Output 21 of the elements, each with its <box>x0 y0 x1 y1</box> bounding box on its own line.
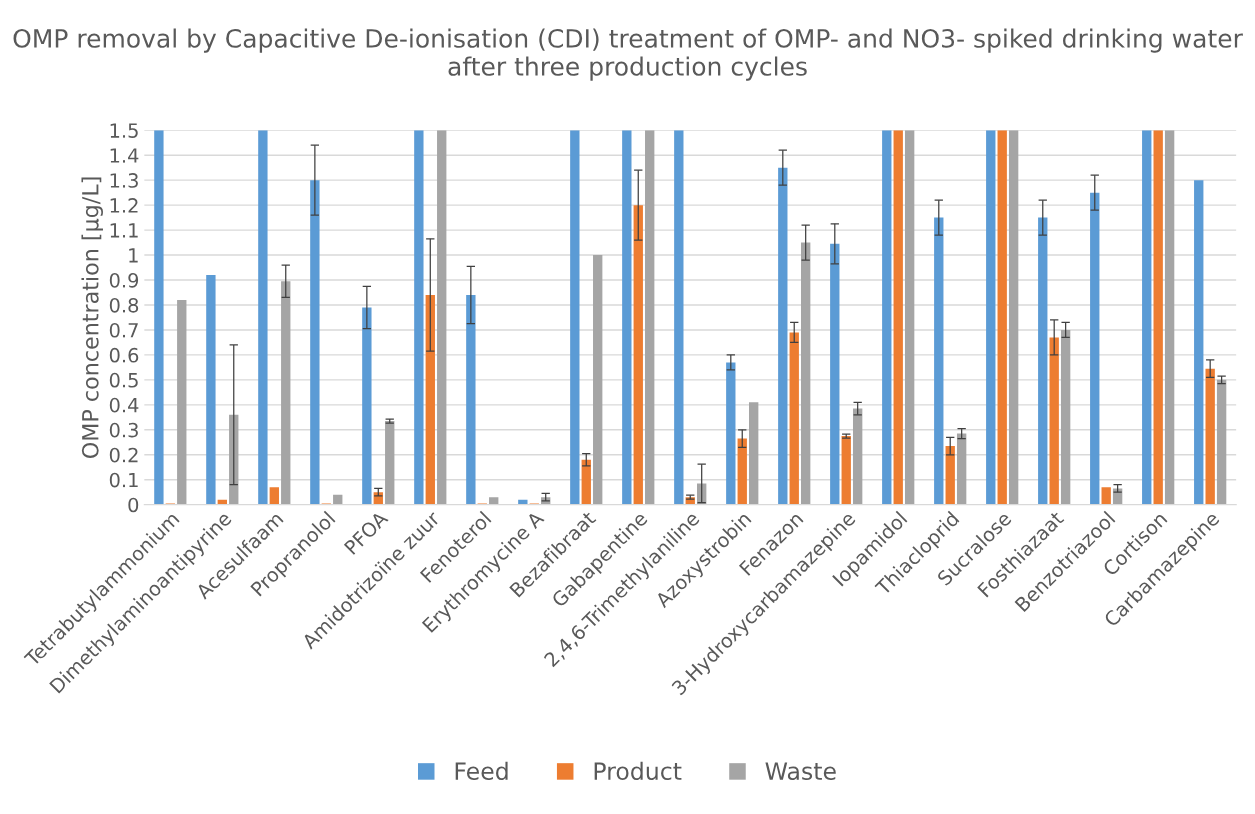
y-tick-label: 1.2 <box>110 198 138 213</box>
y-tick-label: 0.6 <box>109 347 139 363</box>
y-axis-title: OMP concentration [µg/L] <box>81 177 103 458</box>
y-tick-label: 1.3 <box>110 173 138 188</box>
y-tick-label: 0.9 <box>109 272 139 288</box>
legend-label: Product <box>594 761 682 781</box>
y-tick-label: 1.1 <box>110 223 138 238</box>
y-tick-label: 0.2 <box>109 447 138 463</box>
y-tick-label: 0.8 <box>109 297 139 313</box>
y-tick-label: 1 <box>129 248 138 263</box>
chart-title: OMP removal by Capacitive De-ionisation (CDI) treatment of OMP- and NO3- spiked drinking water after three production cycles <box>13 28 1243 81</box>
y-tick-label: 0.7 <box>109 322 138 338</box>
y-tick-label: 1.4 <box>110 148 139 163</box>
y-tick-label: 1.5 <box>110 123 138 138</box>
y-tick-label: 0 <box>128 497 139 513</box>
legend-label: Feed <box>455 761 508 781</box>
y-tick-label: 0.3 <box>109 422 138 438</box>
legend-label: Waste <box>765 762 836 781</box>
y-tick-label: 0.5 <box>109 372 138 388</box>
y-tick-label: 0.4 <box>109 397 139 413</box>
y-tick-label: 0.1 <box>109 472 138 488</box>
